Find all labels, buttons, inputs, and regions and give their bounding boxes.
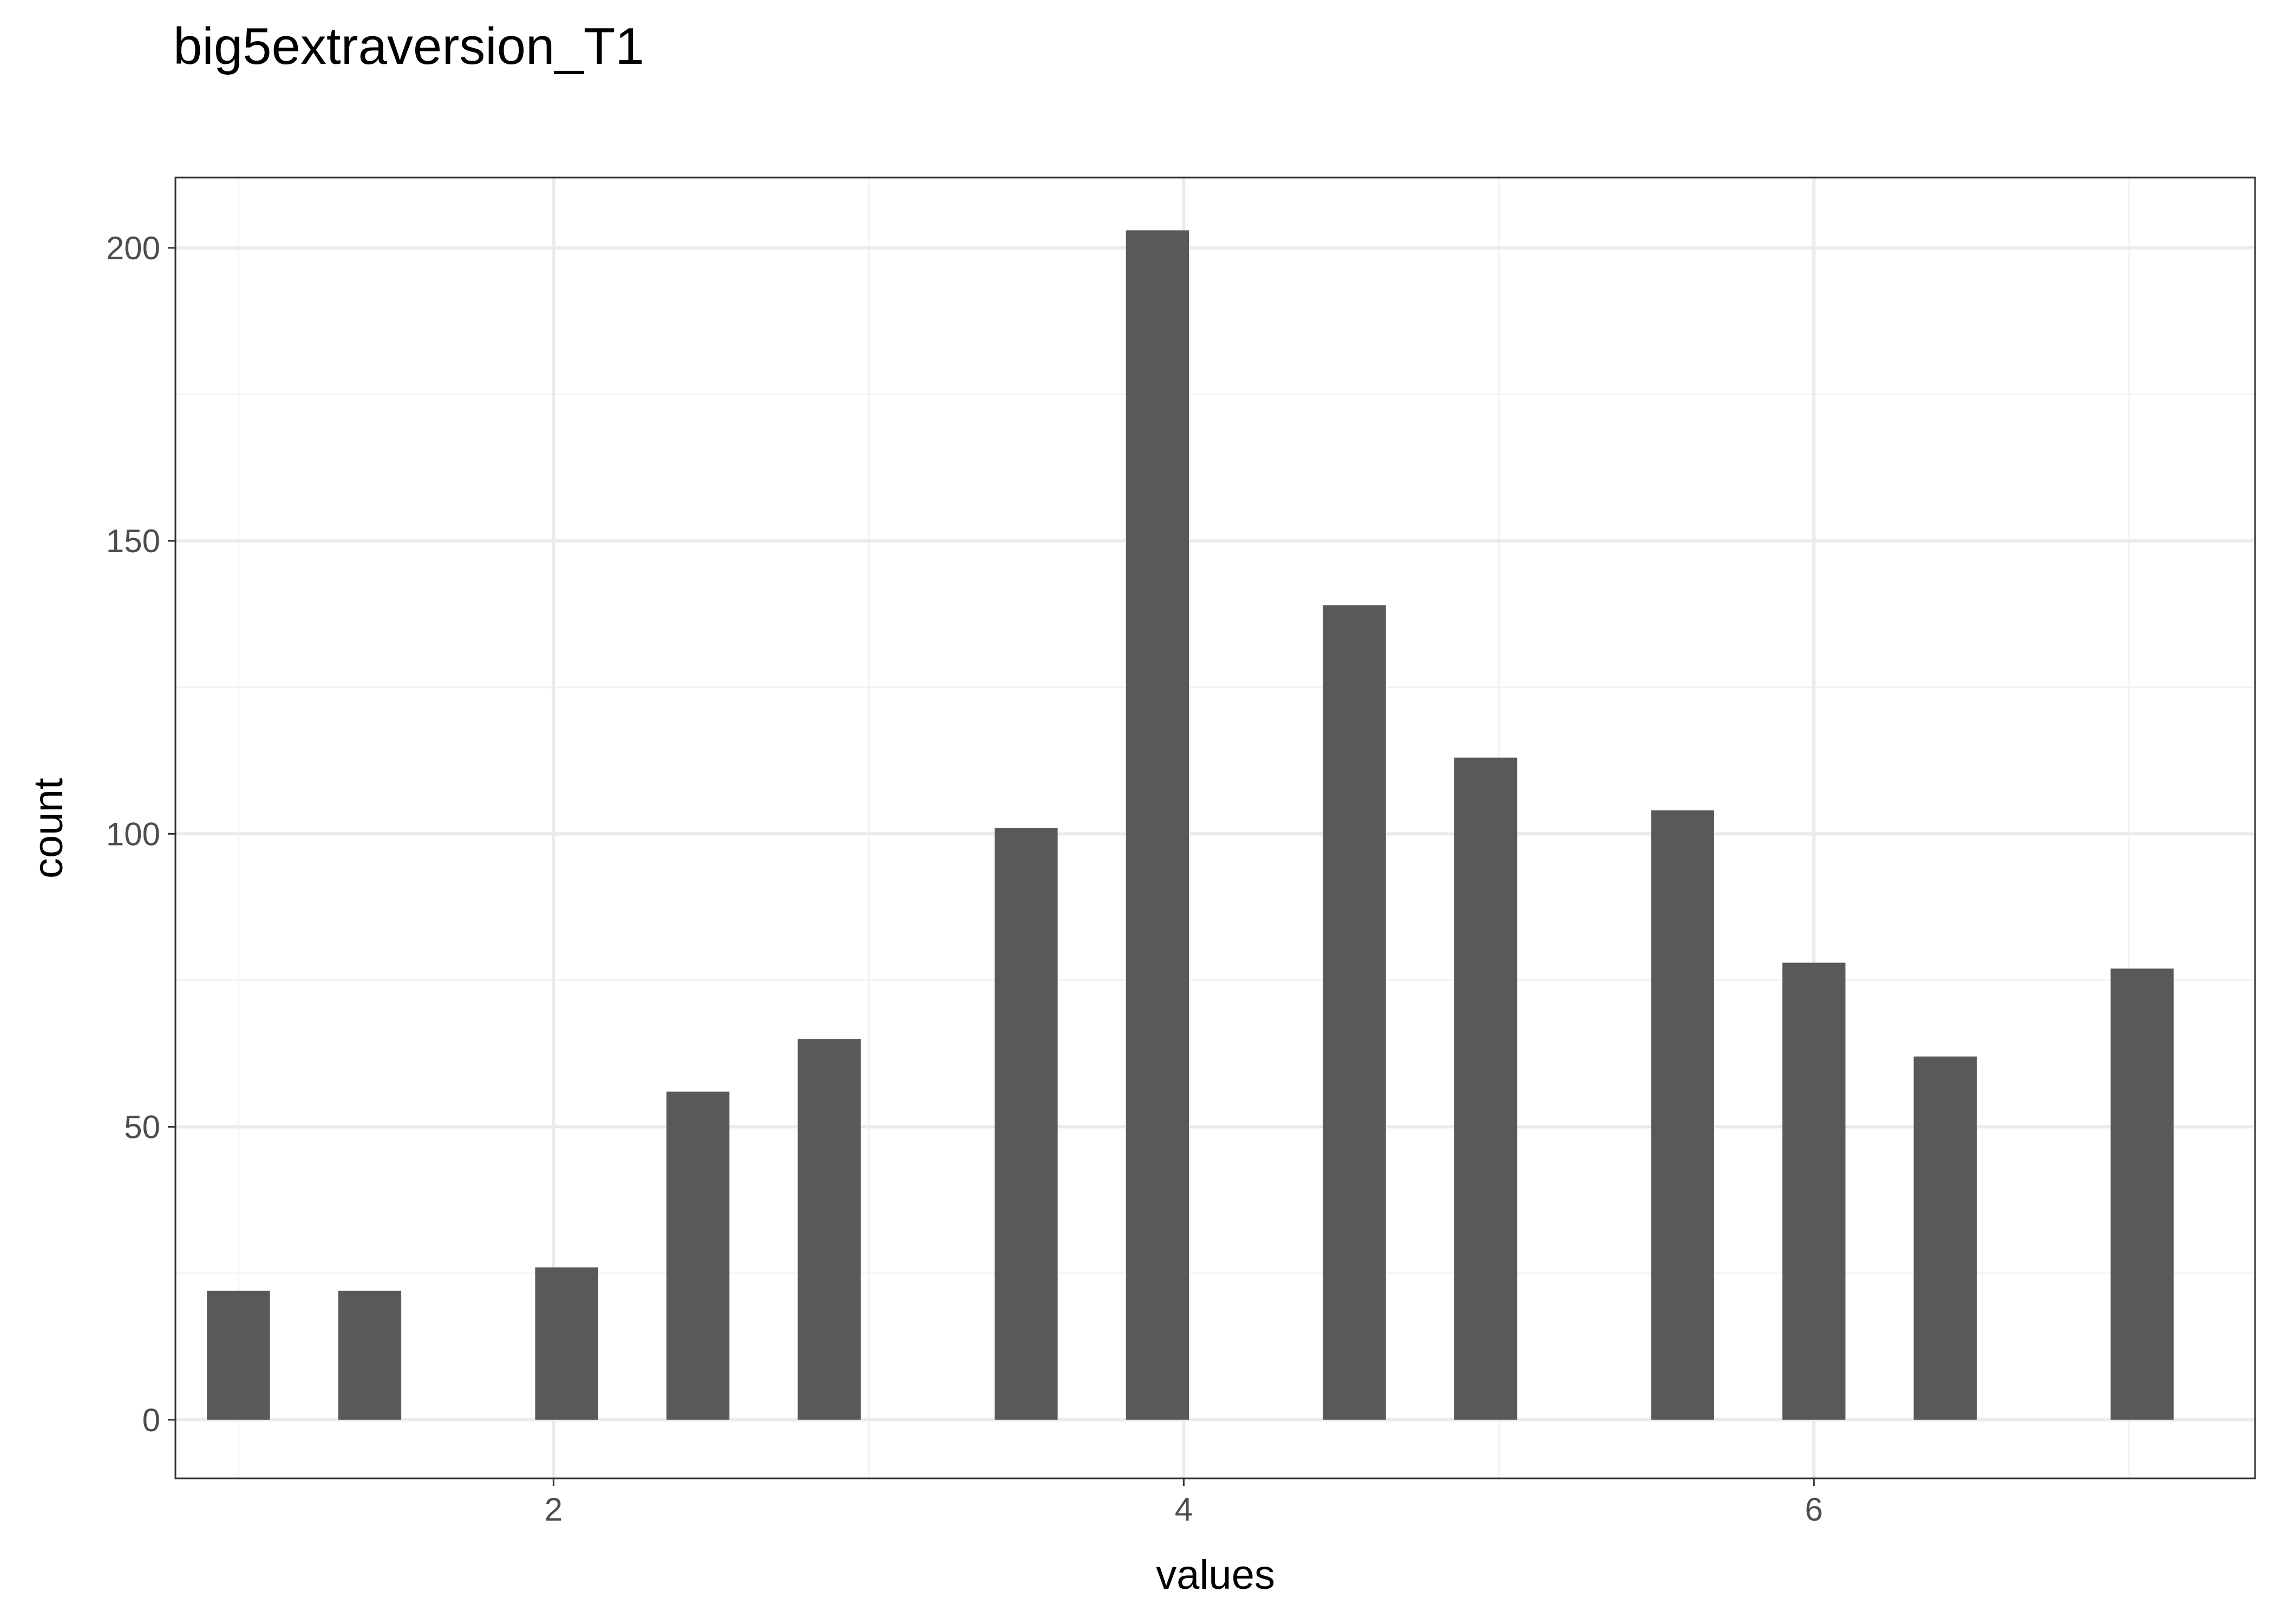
y-tick-label: 200: [106, 230, 160, 266]
y-tick-label: 0: [142, 1402, 160, 1438]
x-axis: 2 4 6: [545, 1478, 1823, 1528]
y-tick-label: 100: [106, 816, 160, 852]
histogram-bar: [2110, 968, 2174, 1420]
y-axis-title: count: [25, 778, 71, 879]
histogram-bar: [1126, 230, 1190, 1420]
histogram-bar: [535, 1267, 598, 1420]
histogram-bar: [995, 828, 1058, 1420]
histogram-bar: [1913, 1056, 1977, 1420]
x-tick-label: 2: [545, 1491, 563, 1528]
histogram-bar: [207, 1291, 270, 1420]
histogram-bar: [798, 1039, 861, 1420]
x-tick-label: 6: [1805, 1491, 1823, 1528]
histogram-bar: [1782, 962, 1846, 1420]
x-tick-label: 4: [1175, 1491, 1193, 1528]
y-tick-label: 150: [106, 523, 160, 559]
histogram-bar: [338, 1291, 402, 1420]
histogram-bar: [666, 1091, 730, 1420]
bars-group: [207, 230, 2174, 1420]
y-tick-label: 50: [124, 1109, 160, 1145]
y-axis: 0 50 100 150 200: [106, 230, 175, 1438]
major-gridlines: [175, 178, 2255, 1478]
histogram-bar: [1454, 757, 1518, 1420]
histogram-bar: [1651, 810, 1714, 1420]
panel-border: [174, 176, 2256, 1479]
x-axis-title: values: [1156, 1552, 1275, 1598]
histogram-bar: [1323, 605, 1386, 1420]
chart-title: big5extraversion_T1: [173, 17, 644, 75]
